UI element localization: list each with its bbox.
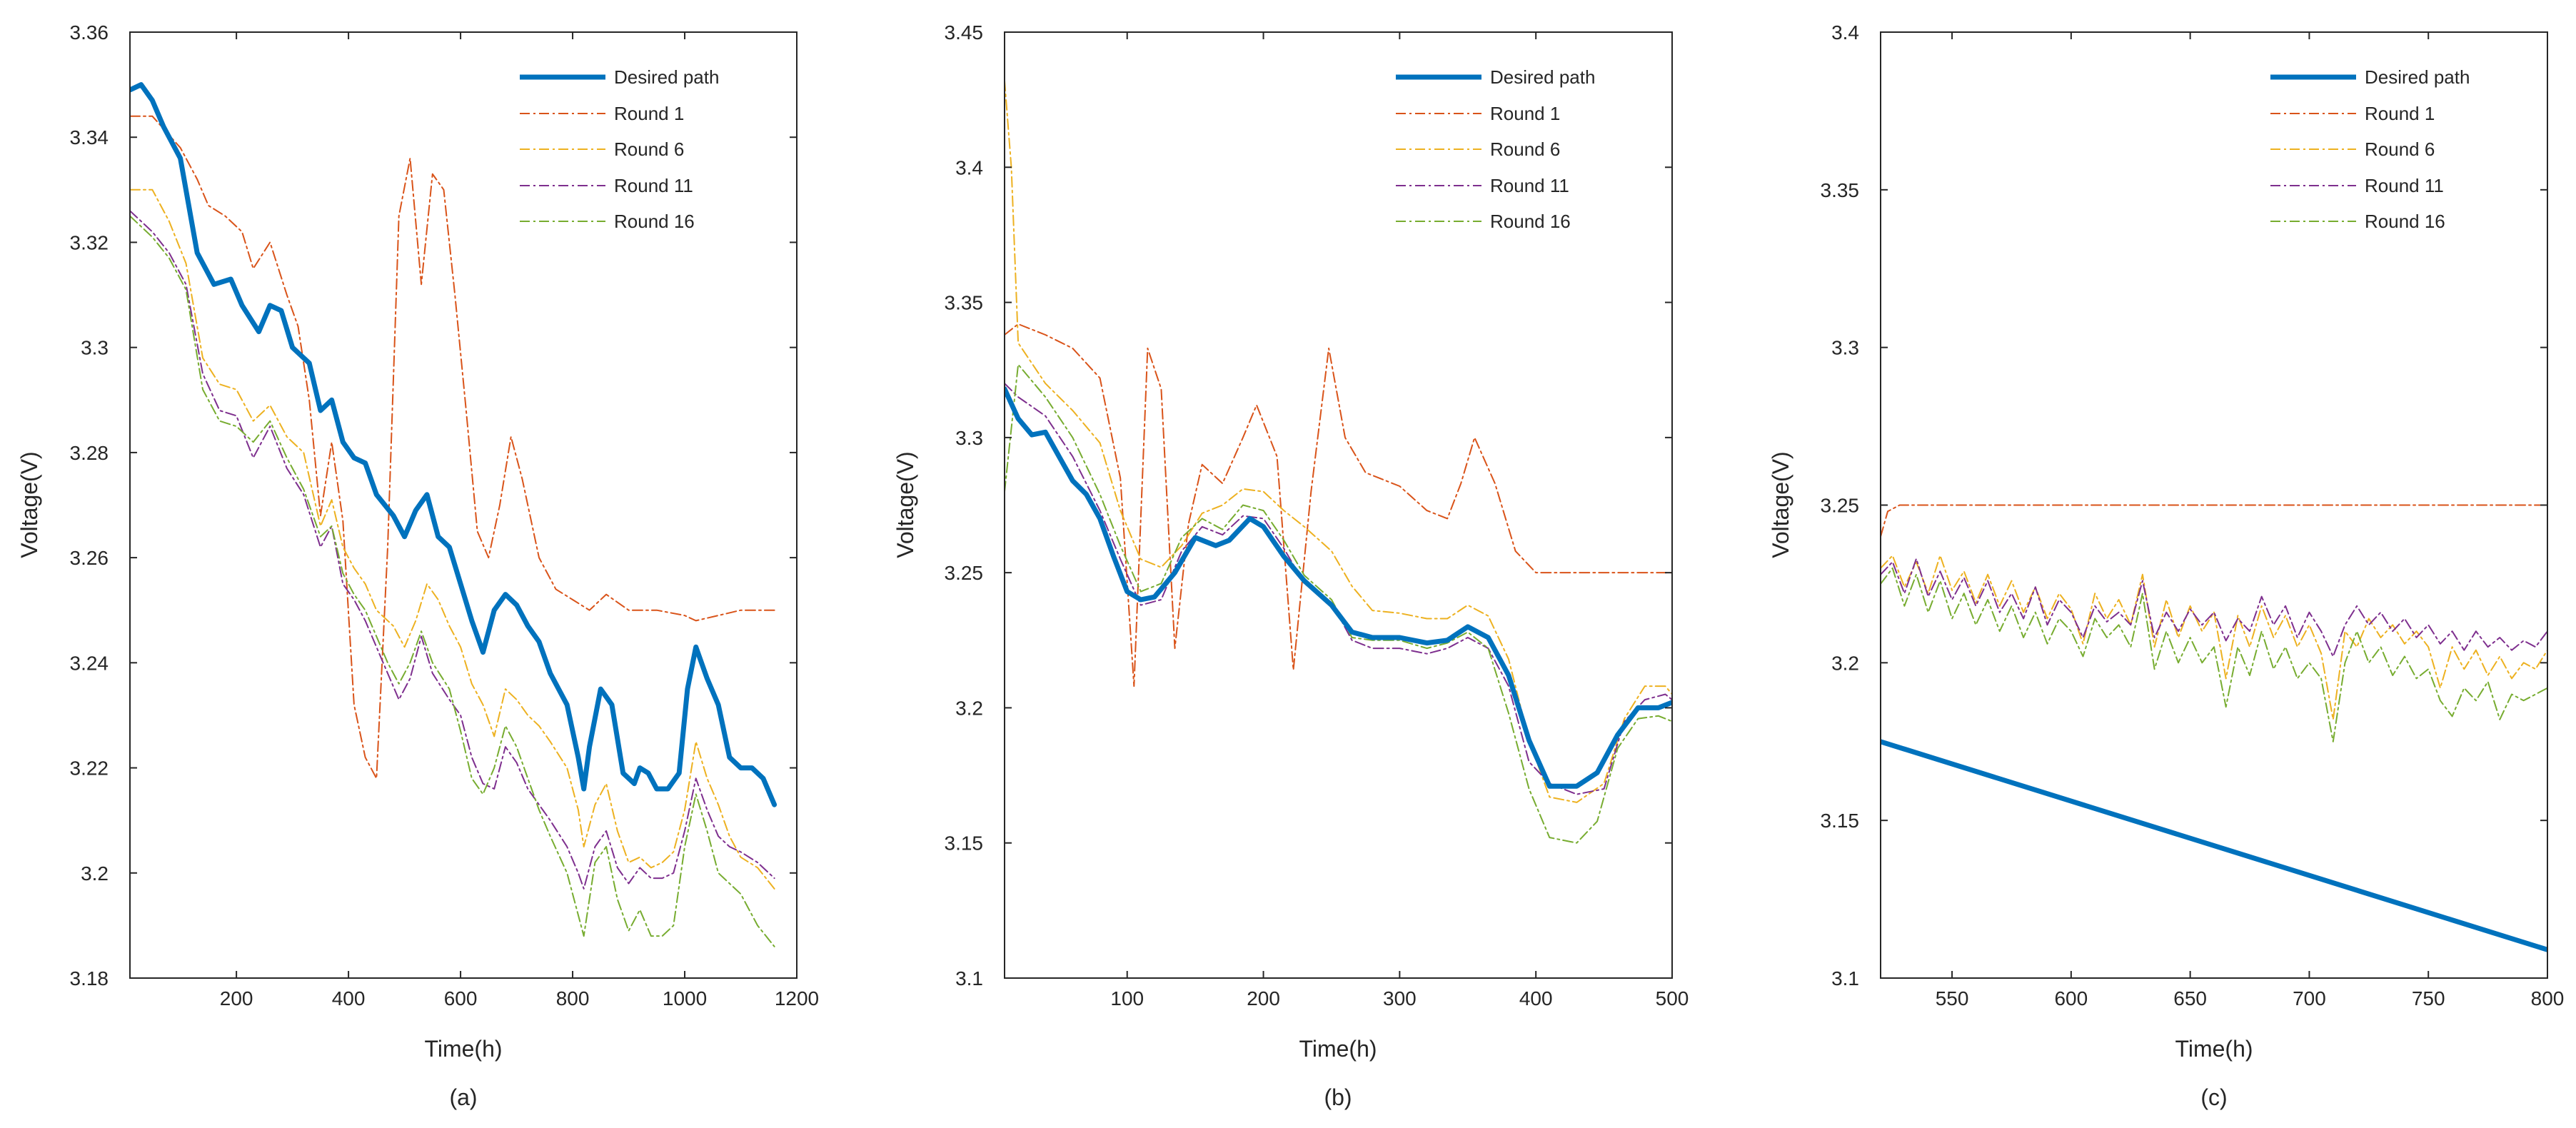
series-line-round-11-c [1881, 558, 2547, 658]
series-layer-b [1005, 80, 1672, 844]
legend-label-round-11: Round 11 [1490, 175, 1569, 196]
y-axis-label-a: Voltage(V) [16, 451, 42, 558]
legend-label-round-1: Round 1 [614, 103, 684, 124]
ticks-layer-a: 200 400 600 800 1000 1200 3.18 3.2 3.22 3.24 3.26 3… [70, 21, 820, 1009]
x-tick-label: 800 [556, 987, 590, 1009]
series-line-round-16-c [1881, 567, 2547, 742]
legend-label-desired-path: Desired path [2365, 66, 2470, 88]
y-axis-label-c: Voltage(V) [1768, 451, 1793, 558]
series-line-round-16-a [130, 215, 775, 947]
x-tick-label: 600 [2054, 987, 2088, 1009]
x-tick-label: 600 [444, 987, 478, 1009]
y-tick-label: 3.15 [945, 832, 984, 855]
x-tick-label: 1200 [775, 987, 819, 1009]
x-tick-label: 550 [1936, 987, 1969, 1009]
series-line-round-1-a [130, 115, 775, 780]
y-tick-label: 3.35 [945, 292, 984, 314]
legend-a: Desired path Round 1 Round 6 Round 11 Ro… [520, 66, 719, 232]
y-tick-label: 3.1 [955, 967, 983, 989]
series-line-round-6-a [130, 188, 775, 890]
legend-c: Desired path Round 1 Round 6 Round 11 Ro… [2270, 66, 2470, 232]
series-layer-a [130, 82, 778, 947]
x-tick-label: 650 [2173, 987, 2207, 1009]
caption-a: (a) [449, 1084, 477, 1110]
series-line-desired-path-b [1005, 386, 1672, 789]
y-tick-label: 3.25 [1821, 495, 1860, 517]
series-line-desired-path-a [130, 82, 778, 807]
legend-label-round-16: Round 16 [614, 211, 695, 232]
legend-box-a [505, 57, 777, 234]
y-tick-label: 3.18 [70, 967, 109, 989]
y-tick-label: 3.32 [70, 231, 109, 253]
y-tick-label: 3.25 [945, 562, 984, 584]
legend-label-round-1: Round 1 [2365, 103, 2435, 124]
panel-a: 200 400 600 800 1000 1200 3.18 3.2 3.22 3.24 3.26 3… [16, 21, 819, 1110]
x-axis-label-c: Time(h) [2175, 1036, 2253, 1062]
y-tick-label: 3.2 [1831, 652, 1859, 674]
y-tick-label: 3.45 [945, 21, 984, 44]
y-tick-label: 3.2 [955, 697, 983, 719]
x-tick-label: 200 [1247, 987, 1280, 1009]
series-line-desired-path-c [1881, 739, 2547, 952]
panel-c: 550 600 650 700 750 800 3.1 3.15 3.2 3.25 3.3 3.35 3… [1768, 21, 2564, 1110]
legend-label-round-6: Round 6 [1490, 139, 1560, 160]
x-tick-label: 300 [1383, 987, 1417, 1009]
x-tick-label: 700 [2293, 987, 2326, 1009]
x-axis-label-a: Time(h) [424, 1036, 502, 1062]
x-tick-label: 500 [1656, 987, 1689, 1009]
y-axis-label-b: Voltage(V) [892, 451, 918, 558]
legend-label-round-6: Round 6 [2365, 139, 2435, 160]
y-tick-label: 3.15 [1821, 810, 1860, 832]
legend-label-desired-path: Desired path [614, 66, 719, 88]
legend-b: Desired path Round 1 Round 6 Round 11 Ro… [1396, 66, 1595, 232]
series-line-round-1-c [1881, 504, 2547, 538]
series-line-round-11-a [130, 210, 775, 890]
x-tick-label: 800 [2531, 987, 2565, 1009]
y-tick-label: 3.3 [1831, 337, 1859, 359]
x-axis-label-b: Time(h) [1299, 1036, 1377, 1062]
y-tick-label: 3.2 [81, 862, 109, 885]
y-tick-label: 3.34 [70, 126, 109, 148]
series-line-round-6-c [1881, 555, 2547, 720]
x-tick-label: 200 [220, 987, 253, 1009]
y-tick-label: 3.1 [1831, 967, 1859, 989]
series-line-round-1-b [1005, 323, 1672, 688]
legend-label-round-6: Round 6 [614, 139, 684, 160]
x-tick-label: 1000 [663, 987, 707, 1009]
legend-label-round-11: Round 11 [614, 175, 693, 196]
axes-box-b [1004, 31, 1673, 979]
caption-c: (c) [2200, 1084, 2227, 1110]
y-tick-label: 3.35 [1821, 179, 1860, 201]
legend-label-round-16: Round 16 [1490, 211, 1571, 232]
y-tick-label: 3.28 [70, 442, 109, 464]
ticks-layer-b: 100 200 300 400 500 3.1 3.15 3.2 3.25 3.3 3.35 3.4 3… [945, 21, 1689, 1009]
y-tick-label: 3.3 [81, 337, 109, 359]
y-tick-label: 3.4 [955, 156, 983, 178]
y-tick-label: 3.3 [955, 427, 983, 449]
panel-b: 100 200 300 400 500 3.1 3.15 3.2 3.25 3.3 3.35 3.4 3… [892, 21, 1689, 1110]
x-tick-label: 400 [332, 987, 366, 1009]
ticks-layer-c: 550 600 650 700 750 800 3.1 3.15 3.2 3.25 3.3 3.35 3… [1821, 21, 2565, 1009]
legend-label-desired-path: Desired path [1490, 66, 1595, 88]
legend-box-b [1382, 57, 1653, 234]
y-tick-label: 3.36 [70, 21, 109, 44]
series-layer-c [1881, 504, 2547, 952]
axes-box-a [129, 31, 798, 979]
y-tick-label: 3.26 [70, 547, 109, 569]
x-tick-label: 750 [2412, 987, 2445, 1009]
legend-label-round-16: Round 16 [2365, 211, 2445, 232]
y-tick-label: 3.24 [70, 652, 109, 674]
y-tick-label: 3.4 [1831, 21, 1859, 44]
legend-label-round-1: Round 1 [1490, 103, 1560, 124]
caption-b: (b) [1324, 1084, 1352, 1110]
y-tick-label: 3.22 [70, 757, 109, 780]
series-line-round-6-b [1005, 80, 1672, 803]
legend-box-c [2256, 57, 2527, 234]
x-tick-label: 400 [1519, 987, 1553, 1009]
x-tick-label: 100 [1110, 987, 1144, 1009]
legend-label-round-11: Round 11 [2365, 175, 2444, 196]
